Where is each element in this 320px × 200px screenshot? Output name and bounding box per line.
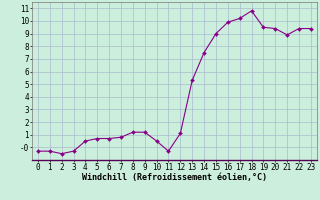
X-axis label: Windchill (Refroidissement éolien,°C): Windchill (Refroidissement éolien,°C) xyxy=(82,173,267,182)
